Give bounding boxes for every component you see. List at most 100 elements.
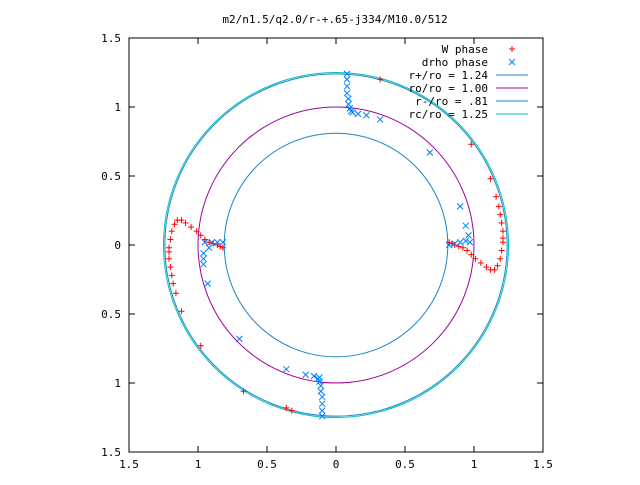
drho-phase-point xyxy=(456,238,464,246)
drho-phase-point xyxy=(462,222,470,230)
w-phase-point xyxy=(217,243,224,250)
w-phase-point xyxy=(168,228,175,235)
w-phase-point xyxy=(182,219,189,226)
x-tick-label: 0 xyxy=(333,458,340,471)
w-phase-point xyxy=(188,224,195,231)
w-phase-point xyxy=(472,255,479,262)
drho-phase-point xyxy=(204,280,212,287)
w-phase-point xyxy=(197,232,204,239)
w-phase-point xyxy=(487,175,494,182)
drho-phase-point xyxy=(318,400,326,408)
drho-phase-point xyxy=(363,111,370,119)
x-tick-label: 0.5 xyxy=(257,458,277,471)
w-phase-point xyxy=(172,290,179,297)
drho-phase-point xyxy=(343,76,351,83)
drho-phase-point xyxy=(426,149,434,156)
w-phase-point xyxy=(197,342,204,349)
radius-circle-1 xyxy=(197,106,475,384)
y-tick-label: 0.5 xyxy=(101,308,121,321)
drho-phase-point xyxy=(445,241,453,249)
drho-phase-point xyxy=(310,372,318,380)
drho-phase-point xyxy=(318,407,326,414)
y-tick-label: 0 xyxy=(114,239,121,252)
drho-phase-point xyxy=(236,335,243,343)
data-points xyxy=(166,70,506,420)
w-phase-point xyxy=(464,247,471,254)
w-phase-point xyxy=(240,388,247,395)
w-phase-point xyxy=(487,266,494,273)
x-tick-label: 1 xyxy=(471,458,478,471)
w-phase-point xyxy=(193,228,200,235)
drho-phase-point xyxy=(213,238,221,246)
w-phase-point xyxy=(288,407,295,414)
w-phase-point xyxy=(168,272,175,279)
drho-phase-point xyxy=(317,387,325,395)
drho-phase-point xyxy=(465,231,472,239)
w-phase-point xyxy=(495,203,502,210)
drho-phase-point xyxy=(208,238,216,246)
w-phase-point xyxy=(166,244,173,251)
w-phase-point xyxy=(201,236,208,243)
x-tick-label: 0.5 xyxy=(395,458,415,471)
w-phase-point xyxy=(167,264,174,271)
w-phase-point xyxy=(468,141,475,148)
x-tick-label: 1.5 xyxy=(119,458,139,471)
w-phase-point xyxy=(178,217,185,224)
w-phase-point xyxy=(446,239,453,246)
drho-phase-point xyxy=(200,260,207,268)
legend-label: rc/ro = 1.25 xyxy=(409,108,488,121)
legend-marker xyxy=(509,46,515,52)
w-phase-point xyxy=(477,259,484,266)
drho-phase-point xyxy=(456,203,464,210)
drho-phase-point xyxy=(466,238,474,246)
w-phase-point xyxy=(171,221,178,228)
y-tick-label: 1 xyxy=(114,377,121,390)
y-tick-label: 1.5 xyxy=(101,446,121,459)
w-phase-point xyxy=(483,264,490,271)
w-phase-point xyxy=(166,255,173,262)
drho-phase-point xyxy=(347,107,355,115)
drho-phase-point xyxy=(345,95,352,103)
w-phase-point xyxy=(494,262,501,269)
drho-phase-point xyxy=(205,244,213,252)
w-phase-point xyxy=(170,280,177,287)
w-phase-point xyxy=(219,244,226,251)
w-phase-point xyxy=(499,228,506,235)
w-phase-point xyxy=(377,76,384,83)
drho-phase-point xyxy=(343,89,351,97)
radius-circles xyxy=(163,72,509,418)
legend-marker xyxy=(508,58,516,66)
drho-phase-point xyxy=(354,110,362,118)
drho-phase-point xyxy=(343,82,351,90)
w-phase-point xyxy=(498,219,505,226)
y-tick-label: 0.5 xyxy=(101,170,121,183)
w-phase-point xyxy=(206,239,213,246)
w-phase-point xyxy=(178,308,185,315)
radius-circle-2 xyxy=(223,132,449,358)
chart-title: m2/n1.5/q2.0/r-+.65-j334/M10.0/512 xyxy=(222,13,447,26)
drho-phase-point xyxy=(200,255,207,263)
legend-label: ro/ro = 1.00 xyxy=(409,82,488,95)
drho-phase-point xyxy=(376,116,384,123)
drho-phase-point xyxy=(200,249,207,257)
drho-phase-point xyxy=(314,375,322,383)
drho-phase-point xyxy=(201,238,209,246)
drho-phase-point xyxy=(219,238,227,246)
w-phase-point xyxy=(214,242,221,248)
w-phase-point xyxy=(497,255,504,262)
w-phase-point xyxy=(451,242,458,248)
axis-ticks: 1.5 1 0.5 0 0.5 1 1.51.510.500.511.5 xyxy=(101,32,553,471)
drho-phase-point xyxy=(282,365,290,373)
legend-label: drho phase xyxy=(422,56,488,69)
drho-phase-point xyxy=(302,371,309,379)
legend-label: W phase xyxy=(442,43,488,56)
w-phase-point xyxy=(468,251,475,258)
w-phase-point xyxy=(283,404,290,411)
legend-label: r+/ro = 1.24 xyxy=(409,69,489,82)
w-phase-point xyxy=(499,239,506,246)
w-phase-point xyxy=(493,193,500,200)
x-tick-label: 1 xyxy=(195,458,202,471)
drho-phase-point xyxy=(318,412,326,420)
